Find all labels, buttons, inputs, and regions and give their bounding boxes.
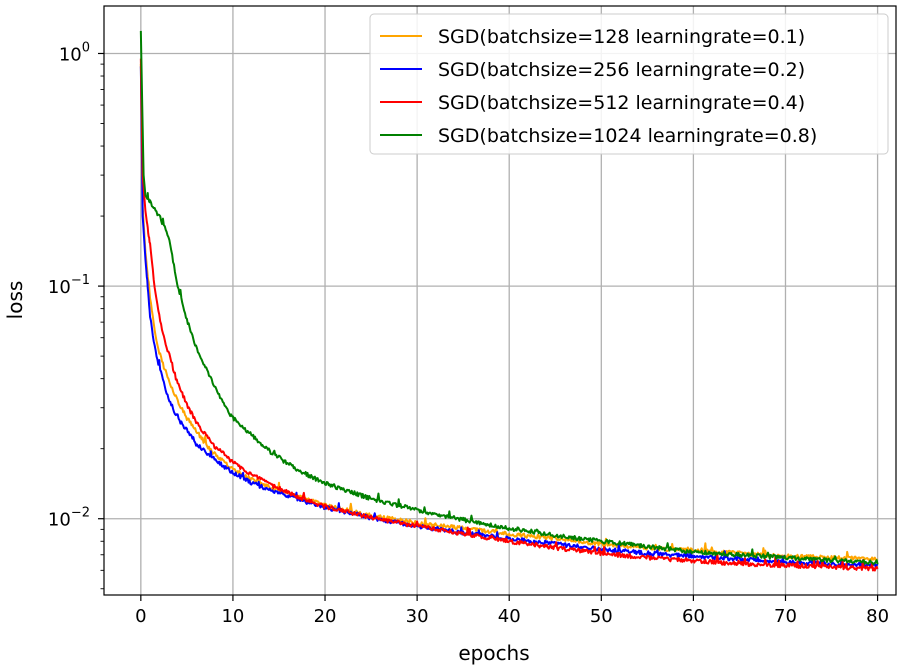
y-tick-label: 100 (59, 40, 90, 65)
y-tick-label: 10−1 (48, 273, 90, 298)
series-lines (139, 30, 879, 572)
x-axis-label: epochs (458, 641, 529, 665)
legend-entry-label: SGD(batchsize=512 learningrate=0.4) (438, 92, 805, 114)
y-tick-label: 10−2 (48, 506, 90, 531)
series-line (139, 58, 879, 572)
legend-entry-label: SGD(batchsize=128 learningrate=0.1) (438, 26, 805, 48)
x-tick-label: 20 (314, 606, 337, 627)
legend: SGD(batchsize=128 learningrate=0.1) SGD(b… (369, 13, 889, 155)
axis-ticks: 0 10 20 30 40 50 60 70 80 100 10−1 10−2 (48, 40, 889, 627)
legend-entry-label: SGD(batchsize=256 learningrate=0.2) (438, 59, 805, 81)
x-tick-label: 40 (498, 606, 521, 627)
plot-frame (103, 5, 897, 596)
x-tick-label: 30 (406, 606, 429, 627)
x-tick-label: 60 (682, 606, 705, 627)
legend-box (369, 13, 889, 155)
x-tick-label: 80 (866, 606, 889, 627)
legend-entry-label: SGD(batchsize=1024 learningrate=0.8) (438, 125, 817, 147)
x-tick-label: 70 (774, 606, 797, 627)
x-tick-label: 50 (590, 606, 613, 627)
series-line (139, 30, 879, 565)
x-tick-label: 0 (135, 606, 146, 627)
x-tick-label: 10 (221, 606, 244, 627)
y-axis-label: loss (3, 281, 27, 320)
